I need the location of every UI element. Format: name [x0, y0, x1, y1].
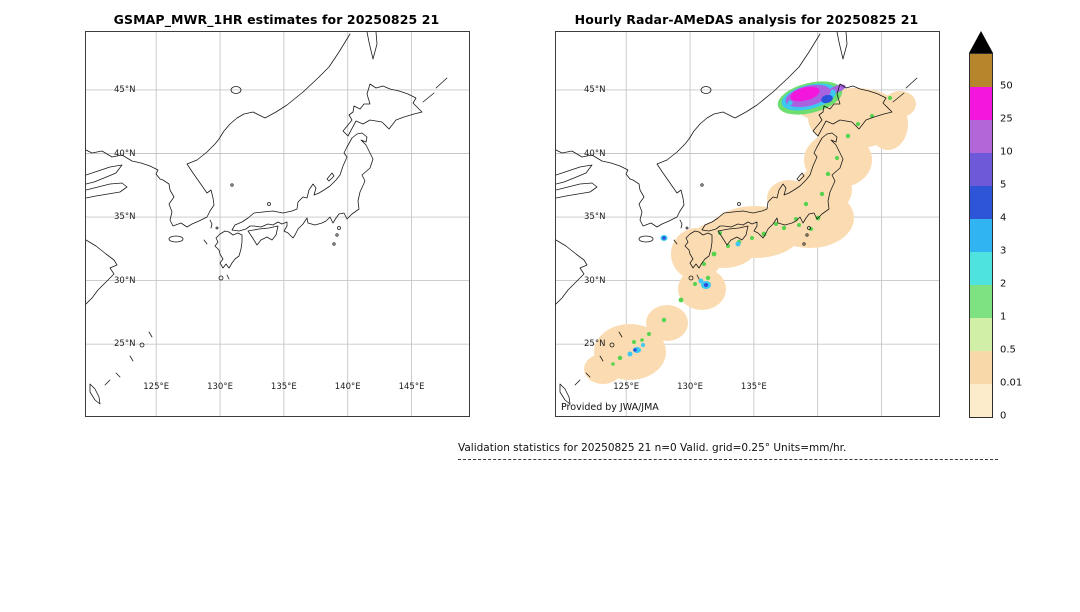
colorbar-overflow-triangle-icon [969, 31, 993, 53]
map-svg-right [556, 32, 939, 416]
precip-cell [693, 282, 697, 286]
colorbar-tick-label: 3 [1000, 245, 1007, 257]
precip-cell [640, 338, 644, 342]
precip-cell [781, 225, 787, 231]
colorbar-tick-label: 25 [1000, 113, 1013, 125]
precip-cell [794, 217, 798, 221]
colorbar-segment [970, 252, 992, 285]
colorbar-segment [970, 384, 992, 417]
colorbar-segment [970, 285, 992, 318]
precip-cell [633, 348, 637, 352]
precip-cell [735, 241, 741, 247]
precip-cell [774, 222, 778, 226]
validation-caption: Validation statistics for 20250825 21 n=… [458, 442, 998, 460]
left-panel-title: GSMAP_MWR_1HR estimates for 20250825 21 [113, 12, 440, 27]
precip-cell [790, 86, 820, 102]
precip-cell [703, 283, 709, 287]
coastline-layer [86, 32, 448, 405]
precip-cell [627, 351, 633, 357]
precip-cell [803, 201, 809, 207]
colorbar-tick-label: 2 [1000, 278, 1007, 290]
colorbar-segment [970, 153, 992, 186]
precip-cell [809, 227, 813, 231]
radar-amedas-map-panel: 125°E 130°E 135°E 45°N 40°N 35°N 30°N 25°N Prov… [555, 31, 940, 417]
colorbar-tick-label: 0 [1000, 410, 1007, 422]
precip-cell [632, 340, 636, 344]
precip-cell [711, 251, 717, 257]
precip-cell [888, 96, 892, 100]
colorbar-segment [970, 318, 992, 351]
right-panel-title: Hourly Radar-AMeDAS analysis for 2025082… [574, 12, 919, 27]
precip-cell [835, 156, 839, 160]
precip-cell [641, 343, 645, 347]
colorbar-segment [970, 120, 992, 153]
colorbar-tick-label: 50 [1000, 80, 1013, 92]
precip-cell [698, 278, 704, 284]
colorbar-tick-label: 4 [1000, 212, 1007, 224]
precip-cell [584, 354, 622, 384]
data-credit: Provided by JWA/JMA [561, 402, 659, 413]
precip-cell [819, 191, 825, 197]
precip-cell [647, 332, 651, 336]
colorbar-segment [970, 54, 992, 87]
precip-cell [830, 89, 836, 95]
colorbar-segment [970, 219, 992, 252]
precip-cell [750, 236, 754, 240]
grid-layer [86, 32, 469, 416]
precip-cell [845, 133, 851, 139]
colorbar-tick-label: 0.01 [1000, 377, 1023, 389]
colorbar-tick-label: 0.5 [1000, 344, 1016, 356]
precip-cell [705, 275, 711, 281]
precip-cell [646, 305, 688, 341]
colorbar-segment [970, 186, 992, 219]
precip-cell [797, 223, 801, 227]
map-svg-left [86, 32, 469, 416]
precip-cell [611, 362, 615, 366]
colorbar-segments [969, 53, 993, 418]
colorbar-tick-label: 5 [1000, 179, 1007, 191]
colorbar-tick-label: 1 [1000, 311, 1007, 323]
colorbar-labels: 0 0.01 0.5 1 2 3 4 5 10 25 50 [1000, 53, 1040, 422]
precip-cell [661, 317, 667, 323]
precip-cell [825, 171, 831, 177]
precip-cell [678, 297, 684, 303]
precip-cell [821, 94, 833, 104]
precip-cell [678, 268, 726, 310]
precip-cell [787, 100, 793, 106]
precip-cell [662, 236, 666, 240]
precip-cell [767, 180, 811, 216]
precip-cell [671, 228, 723, 280]
gsmap-map-panel: 125°E 130°E 135°E 140°E 145°E 45°N 40°N 35°N 30°… [85, 31, 470, 417]
colorbar-segment [970, 87, 992, 120]
precip-cell [617, 355, 623, 361]
precip-cell [702, 262, 706, 266]
colorbar [969, 31, 993, 418]
colorbar-tick-label: 10 [1000, 146, 1013, 158]
colorbar-segment [970, 351, 992, 384]
precipitation-layer [584, 81, 916, 384]
precip-cell [884, 91, 916, 117]
precip-cell [856, 122, 860, 126]
